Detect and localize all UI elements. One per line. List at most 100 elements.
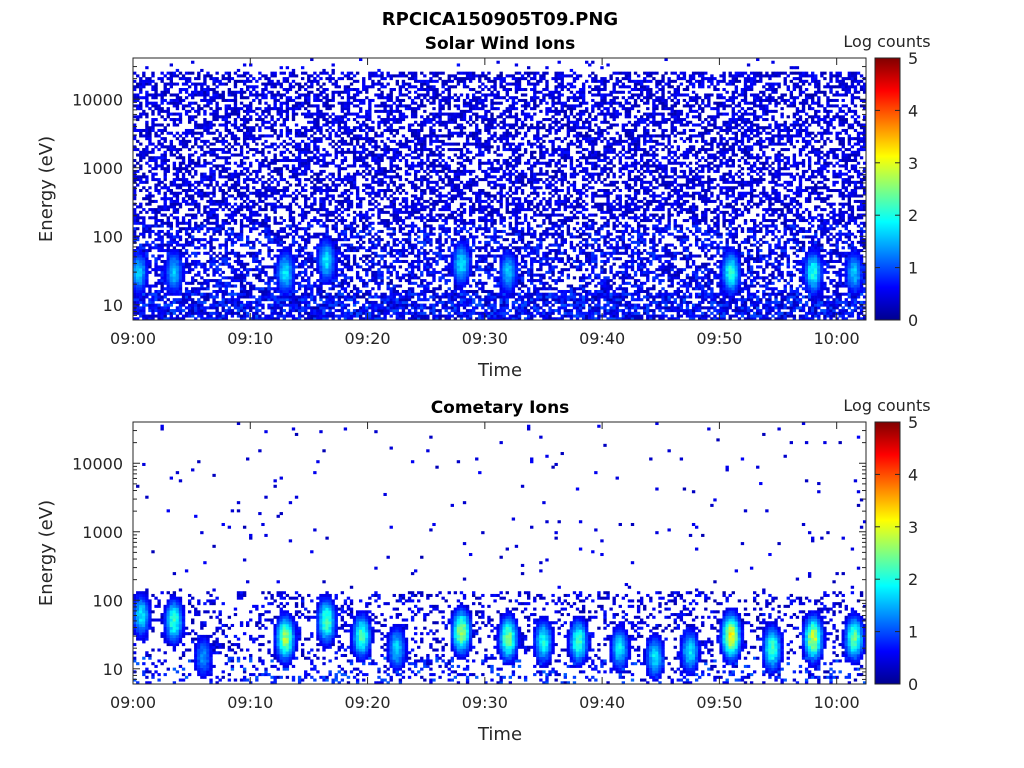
heatmap-cell	[355, 311, 360, 315]
heatmap-cell	[313, 311, 317, 315]
heatmap-cell	[380, 257, 384, 261]
heatmap-cell	[380, 270, 384, 274]
heatmap-cell	[163, 249, 167, 253]
heatmap-cell	[404, 199, 409, 203]
heatmap-cell	[276, 317, 280, 320]
heatmap-cell	[359, 98, 363, 102]
heatmap-cell	[136, 183, 140, 187]
heatmap-cell	[304, 98, 308, 102]
heatmap-cell	[288, 249, 293, 253]
heatmap-cell	[383, 169, 387, 173]
heatmap-cell	[331, 71, 335, 75]
heatmap-cell	[233, 189, 238, 193]
heatmap-cell	[133, 202, 137, 206]
heatmap-cell	[261, 194, 265, 198]
heatmap-cell	[252, 202, 256, 206]
heatmap-cell	[139, 287, 143, 291]
heatmap-cell	[191, 251, 195, 255]
heatmap-cell	[224, 109, 228, 113]
heatmap-cell	[233, 259, 238, 263]
heatmap-cell	[380, 96, 384, 100]
heatmap-cell	[420, 175, 424, 179]
heatmap-cell	[261, 158, 265, 163]
heatmap-cell	[246, 300, 250, 304]
heatmap-cell	[325, 107, 329, 111]
heatmap-cell	[160, 249, 164, 253]
heatmap-cell	[279, 153, 283, 157]
heatmap-cell	[362, 306, 366, 310]
heatmap-cell	[322, 115, 326, 119]
heatmap-cell	[413, 292, 418, 296]
heatmap-cell	[215, 213, 219, 217]
heatmap-cell	[187, 268, 192, 272]
heatmap-cell	[410, 265, 415, 269]
heatmap-cell	[362, 148, 366, 152]
heatmap-cell	[252, 243, 256, 247]
heatmap-cell	[249, 164, 253, 168]
heatmap-cell	[383, 210, 387, 214]
heatmap-cell	[371, 243, 375, 247]
heatmap-cell	[224, 205, 228, 209]
heatmap-cell	[307, 150, 311, 154]
heatmap-cell	[233, 279, 238, 283]
heatmap-cell	[227, 90, 232, 94]
heatmap-cell	[401, 205, 406, 209]
heatmap-cell	[273, 235, 277, 239]
heatmap-cell	[328, 251, 332, 255]
heatmap-cell	[420, 298, 424, 302]
heatmap-cell	[215, 303, 219, 307]
heatmap-cell	[279, 276, 283, 280]
heatmap-cell	[355, 287, 360, 291]
heatmap-cell	[273, 101, 277, 105]
heatmap-cell	[160, 90, 164, 94]
heatmap-cell	[209, 213, 213, 217]
heatmap-cell	[145, 82, 149, 86]
heatmap-cell	[285, 66, 290, 70]
heatmap-cell	[288, 259, 293, 263]
heatmap-cell	[197, 82, 201, 86]
heatmap-cell	[133, 98, 137, 102]
heatmap-cell	[307, 161, 311, 165]
heatmap-cell	[316, 232, 320, 236]
heatmap-cell	[407, 281, 412, 285]
heatmap-cell	[276, 238, 280, 242]
heatmap-cell	[423, 249, 427, 253]
heatmap-cell	[200, 90, 204, 94]
heatmap-cell	[380, 134, 384, 138]
heatmap-cell	[362, 164, 366, 168]
heatmap-cell	[246, 216, 250, 220]
heatmap-cell	[359, 257, 363, 261]
heatmap-cell	[291, 257, 296, 261]
heatmap-cell	[389, 118, 393, 122]
heatmap-cell	[139, 232, 143, 236]
heatmap-cell	[316, 303, 320, 307]
heatmap-cell	[362, 85, 366, 89]
heatmap-cell	[252, 257, 256, 261]
heatmap-cell	[172, 118, 177, 122]
heatmap-cell	[160, 167, 164, 171]
heatmap-cell	[194, 287, 198, 291]
heatmap-cell	[389, 287, 393, 291]
heatmap-cell	[166, 186, 170, 190]
heatmap-cell	[273, 309, 277, 313]
heatmap-cell	[194, 251, 198, 255]
heatmap-cell	[310, 205, 314, 209]
heatmap-cell	[374, 74, 378, 78]
heatmap-cell	[261, 289, 265, 294]
heatmap-cell	[316, 270, 320, 274]
heatmap-cell	[160, 306, 164, 310]
heatmap-cell	[187, 93, 192, 97]
heatmap-cell	[340, 254, 345, 258]
heatmap-cell	[163, 279, 167, 283]
heatmap-cell	[258, 224, 262, 228]
heatmap-cell	[331, 68, 335, 72]
heatmap-cell	[215, 295, 219, 299]
heatmap-cell	[417, 178, 421, 182]
heatmap-cell	[200, 145, 204, 149]
heatmap-cell	[398, 74, 403, 78]
heatmap-cell	[142, 273, 146, 277]
heatmap-cell	[181, 139, 186, 143]
heatmap-cell	[319, 281, 323, 285]
heatmap-cell	[136, 284, 140, 288]
heatmap-cell	[191, 134, 195, 138]
